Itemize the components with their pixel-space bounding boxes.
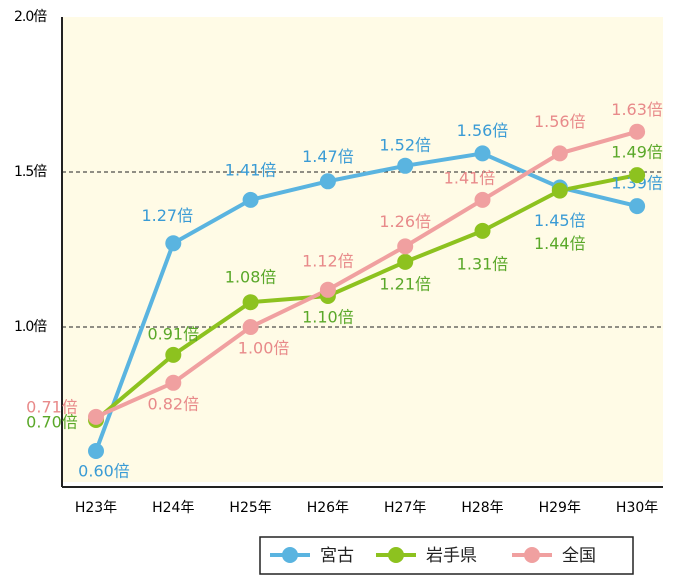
data-label: 1.08倍 [225,268,277,287]
legend-label: 岩手県 [426,546,477,566]
x-tick-label: H30年 [616,500,658,516]
data-label: 1.63倍 [611,100,663,119]
x-tick-label: H26年 [307,500,349,516]
data-point [397,157,414,174]
x-tick-label: H28年 [461,500,503,516]
series-line [94,173,638,422]
data-label: 1.41倍 [444,168,496,187]
data-point [165,235,182,252]
data-point [629,198,646,215]
data-label: 0.70倍 [26,413,78,432]
data-label: 0.82倍 [147,394,199,413]
legend-marker [388,547,404,563]
data-point [397,238,414,255]
data-point [242,294,259,311]
data-label: 1.26倍 [379,212,431,231]
data-label: 1.52倍 [379,135,431,154]
y-tick-label: 1.5倍 [14,164,47,180]
plot-area [62,17,663,482]
data-point [397,253,414,270]
data-point [629,123,646,140]
data-label: 1.49倍 [611,143,663,162]
data-point [165,374,182,391]
data-label: 1.10倍 [302,308,354,327]
data-point [474,145,491,162]
legend-label: 全国 [562,546,596,566]
x-tick-label: H23年 [75,500,117,516]
y-tick-label: 1.0倍 [14,319,47,335]
x-tick-label: H25年 [229,500,271,516]
data-label: 0.60倍 [78,462,130,481]
data-label: 1.31倍 [457,254,509,273]
data-label: 0.71倍 [26,397,78,416]
data-point [319,173,336,190]
data-point [242,191,259,208]
data-label: 1.21倍 [379,274,431,293]
data-label: 1.45倍 [534,211,586,230]
data-point [551,182,568,199]
data-point [319,281,336,298]
data-label: 1.27倍 [141,206,193,225]
data-label: 1.44倍 [534,234,586,253]
data-label: 1.00倍 [238,339,290,358]
x-tick-label: H24年 [152,500,194,516]
data-point [474,191,491,208]
x-tick-label: H29年 [539,500,581,516]
x-tick-label: H27年 [384,500,426,516]
data-label: 1.56倍 [457,121,509,140]
legend-box [259,536,634,575]
data-point [165,346,182,363]
data-label: 1.41倍 [225,160,277,179]
data-point [474,222,491,239]
data-label: 1.12倍 [302,251,354,270]
legend-marker [524,547,540,563]
data-label: 1.47倍 [302,147,354,166]
legend-label: 宮古 [320,546,354,566]
series-line [94,151,638,452]
y-tick-label: 2.0倍 [14,9,47,25]
data-label: 0.91倍 [147,324,199,343]
data-point [242,319,259,335]
data-point [88,408,104,425]
series-line [95,129,638,419]
data-point [629,167,646,184]
data-label: 1.56倍 [534,112,586,131]
data-point [551,145,568,162]
data-point [88,443,104,459]
legend-marker [282,547,298,563]
